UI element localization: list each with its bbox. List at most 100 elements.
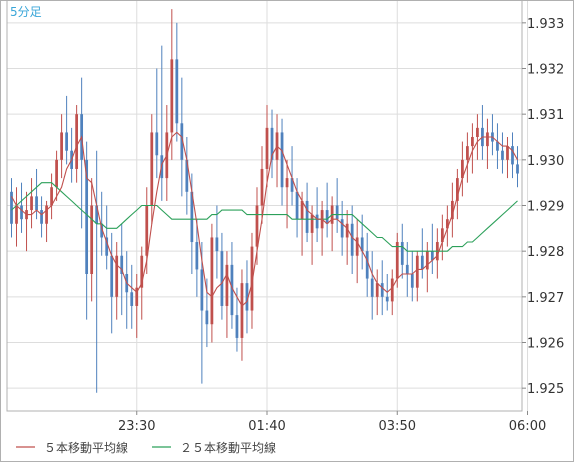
y-axis-ticks: 1.933 1.932 1.931 1.930 1.929 1.928 1.927 1.926… <box>522 17 564 397</box>
candle-body <box>20 205 23 220</box>
candle-body <box>410 274 414 288</box>
candle-body <box>355 237 359 256</box>
candle-body <box>55 159 58 188</box>
candle-body <box>445 219 449 229</box>
x-tick-label: 03:50 <box>379 419 416 434</box>
candle-body <box>40 210 43 224</box>
candle <box>155 68 159 179</box>
candlestick-series <box>10 9 519 393</box>
candle-body <box>390 278 394 302</box>
candle <box>15 187 18 247</box>
candle <box>260 146 264 224</box>
candle-body <box>440 228 444 243</box>
candle <box>400 223 404 279</box>
candle-body <box>15 205 18 224</box>
candle <box>390 269 394 316</box>
candle-body <box>315 214 319 229</box>
candle <box>496 123 499 169</box>
candle <box>235 287 239 352</box>
legend-label-ma5: ５本移動平均線 <box>44 440 128 455</box>
ma25-line <box>11 182 518 252</box>
candle <box>420 228 424 279</box>
y-tick-label: 1.927 <box>527 291 564 306</box>
candle <box>135 274 139 338</box>
candle <box>265 105 269 188</box>
candle-body <box>400 242 404 265</box>
candle-body <box>425 251 429 270</box>
candle <box>90 178 94 302</box>
candle-body <box>115 255 119 297</box>
candle-body <box>195 242 199 270</box>
candle <box>511 132 514 179</box>
candle <box>450 182 454 238</box>
candle <box>461 141 464 197</box>
candle-body <box>360 237 364 252</box>
candle-body <box>380 283 384 297</box>
candle-body <box>230 264 234 316</box>
candle-body <box>10 191 13 224</box>
candle <box>466 132 469 183</box>
x-tick-label: 01:40 <box>248 419 285 434</box>
candle-body <box>60 132 63 160</box>
candle <box>516 146 519 188</box>
candle-body <box>180 123 184 160</box>
candle-body <box>290 178 294 192</box>
candle-body <box>85 159 89 274</box>
candle-body <box>370 278 374 297</box>
candle <box>285 159 289 229</box>
candle <box>75 105 79 183</box>
candle-body <box>476 127 479 137</box>
candle-body <box>340 219 344 238</box>
candle-body <box>145 205 149 256</box>
candle-body <box>265 127 269 169</box>
candle-body <box>516 164 519 174</box>
candle <box>130 264 134 329</box>
candle <box>506 137 509 179</box>
chart-legend: ５本移動平均線 ２５本移動平均線 <box>16 440 276 455</box>
candle <box>220 232 224 320</box>
candle <box>210 223 214 343</box>
candle <box>425 242 429 293</box>
candle <box>335 178 339 233</box>
x-axis-ticks: 23:30 01:40 03:50 06:00 <box>118 411 546 434</box>
candle <box>45 200 48 243</box>
candle <box>290 146 294 206</box>
candle <box>476 114 479 160</box>
candle-body <box>140 255 144 288</box>
candle-body <box>506 146 509 160</box>
candle-body <box>310 214 314 233</box>
candle-body <box>250 246 254 311</box>
candle-body <box>345 223 349 238</box>
candle-body <box>65 132 68 151</box>
candle <box>20 182 23 233</box>
candle <box>185 137 189 215</box>
candle-body <box>461 159 464 179</box>
candle <box>225 251 229 338</box>
candle <box>440 214 444 261</box>
candle <box>410 251 414 302</box>
candle-body <box>150 132 154 206</box>
candle <box>10 178 13 238</box>
candle <box>30 178 33 229</box>
candle <box>305 182 309 243</box>
y-tick-label: 1.931 <box>527 108 564 123</box>
candle <box>110 232 114 334</box>
y-tick-label: 1.925 <box>527 382 564 397</box>
candle <box>175 22 179 142</box>
candle-body <box>305 200 309 233</box>
candle <box>445 205 449 247</box>
candle-body <box>210 237 214 325</box>
candle <box>230 242 234 329</box>
candle <box>370 251 374 320</box>
legend-label-ma25: ２５本移動平均線 <box>180 440 276 455</box>
candle-body <box>90 205 94 274</box>
y-tick-label: 1.933 <box>527 17 564 32</box>
candle <box>350 205 354 274</box>
candle <box>55 150 58 201</box>
candle-body <box>350 223 354 256</box>
y-tick-label: 1.930 <box>527 154 564 169</box>
candle <box>280 118 284 206</box>
candle-body <box>105 237 109 256</box>
candle <box>310 205 314 265</box>
